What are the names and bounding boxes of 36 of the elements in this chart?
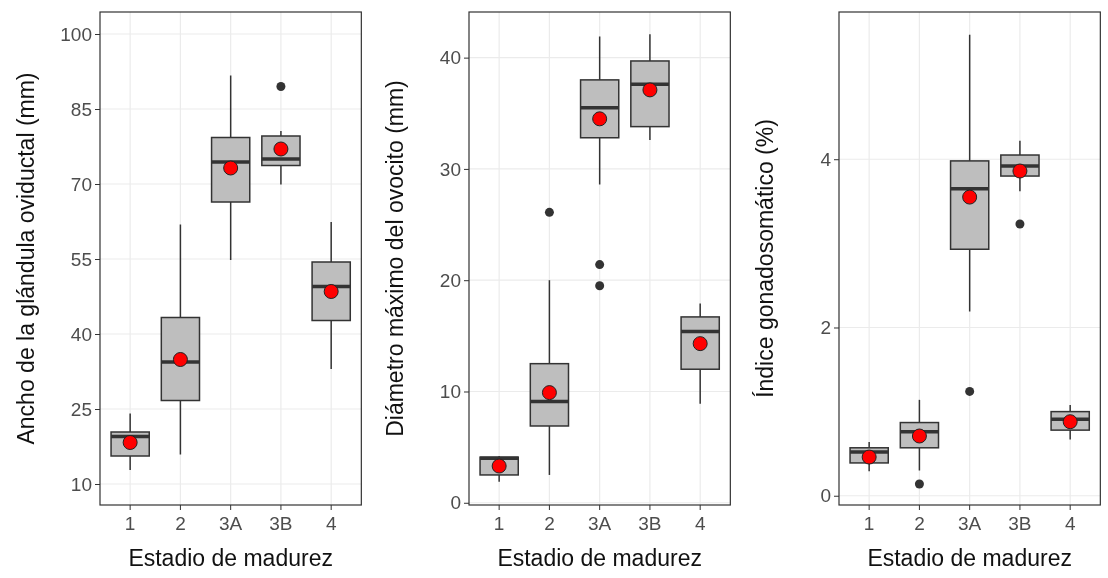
y-tick-label: 10: [440, 381, 462, 403]
x-tick-label: 3B: [638, 513, 662, 535]
x-axis-title: Estadio de madurez: [867, 545, 1072, 571]
x-tick-label: 3A: [219, 513, 243, 535]
x-tick-label: 1: [863, 513, 875, 535]
x-tick-label: 1: [124, 513, 136, 535]
y-tick-label: 0: [450, 492, 462, 514]
y-tick-label: 10: [70, 473, 92, 495]
x-tick-label: 3A: [957, 513, 982, 535]
x-tick-label: 4: [325, 513, 337, 535]
y-tick-label: 4: [820, 148, 832, 170]
x-tick-label: 3B: [1007, 513, 1032, 535]
y-tick-label: 0: [820, 485, 831, 507]
x-tick-label: 2: [913, 513, 925, 535]
x-tick-label: 3A: [588, 513, 612, 535]
y-axis-title: Ancho de la glándula oviductal (mm): [13, 72, 39, 445]
x-tick-label: 1: [494, 513, 505, 535]
y-tick-label: 100: [60, 23, 92, 45]
y-tick-label: 85: [70, 98, 92, 120]
y-tick-label: 40: [70, 323, 92, 345]
y-tick-label: 30: [440, 158, 462, 180]
y-tick-label: 55: [70, 248, 92, 270]
x-tick-label: 4: [695, 513, 707, 535]
y-tick-label: 20: [440, 269, 462, 291]
y-tick-label: 70: [70, 173, 92, 195]
x-tick-label: 3B: [269, 513, 293, 535]
y-tick-label: 2: [820, 317, 831, 339]
x-tick-label: 2: [544, 513, 556, 535]
y-axis-title: Diámetro máximo del ovocito (mm): [382, 80, 409, 437]
x-tick-label: 2: [175, 513, 186, 535]
y-tick-label: 40: [440, 47, 462, 69]
x-tick-label: 4: [1064, 513, 1076, 535]
y-tick-label: 25: [70, 398, 92, 420]
x-axis-title: Estadio de madurez: [497, 545, 703, 571]
x-axis-title: Estadio de madurez: [128, 545, 333, 571]
y-axis-title: Índice gonadosomático (%): [751, 119, 778, 398]
